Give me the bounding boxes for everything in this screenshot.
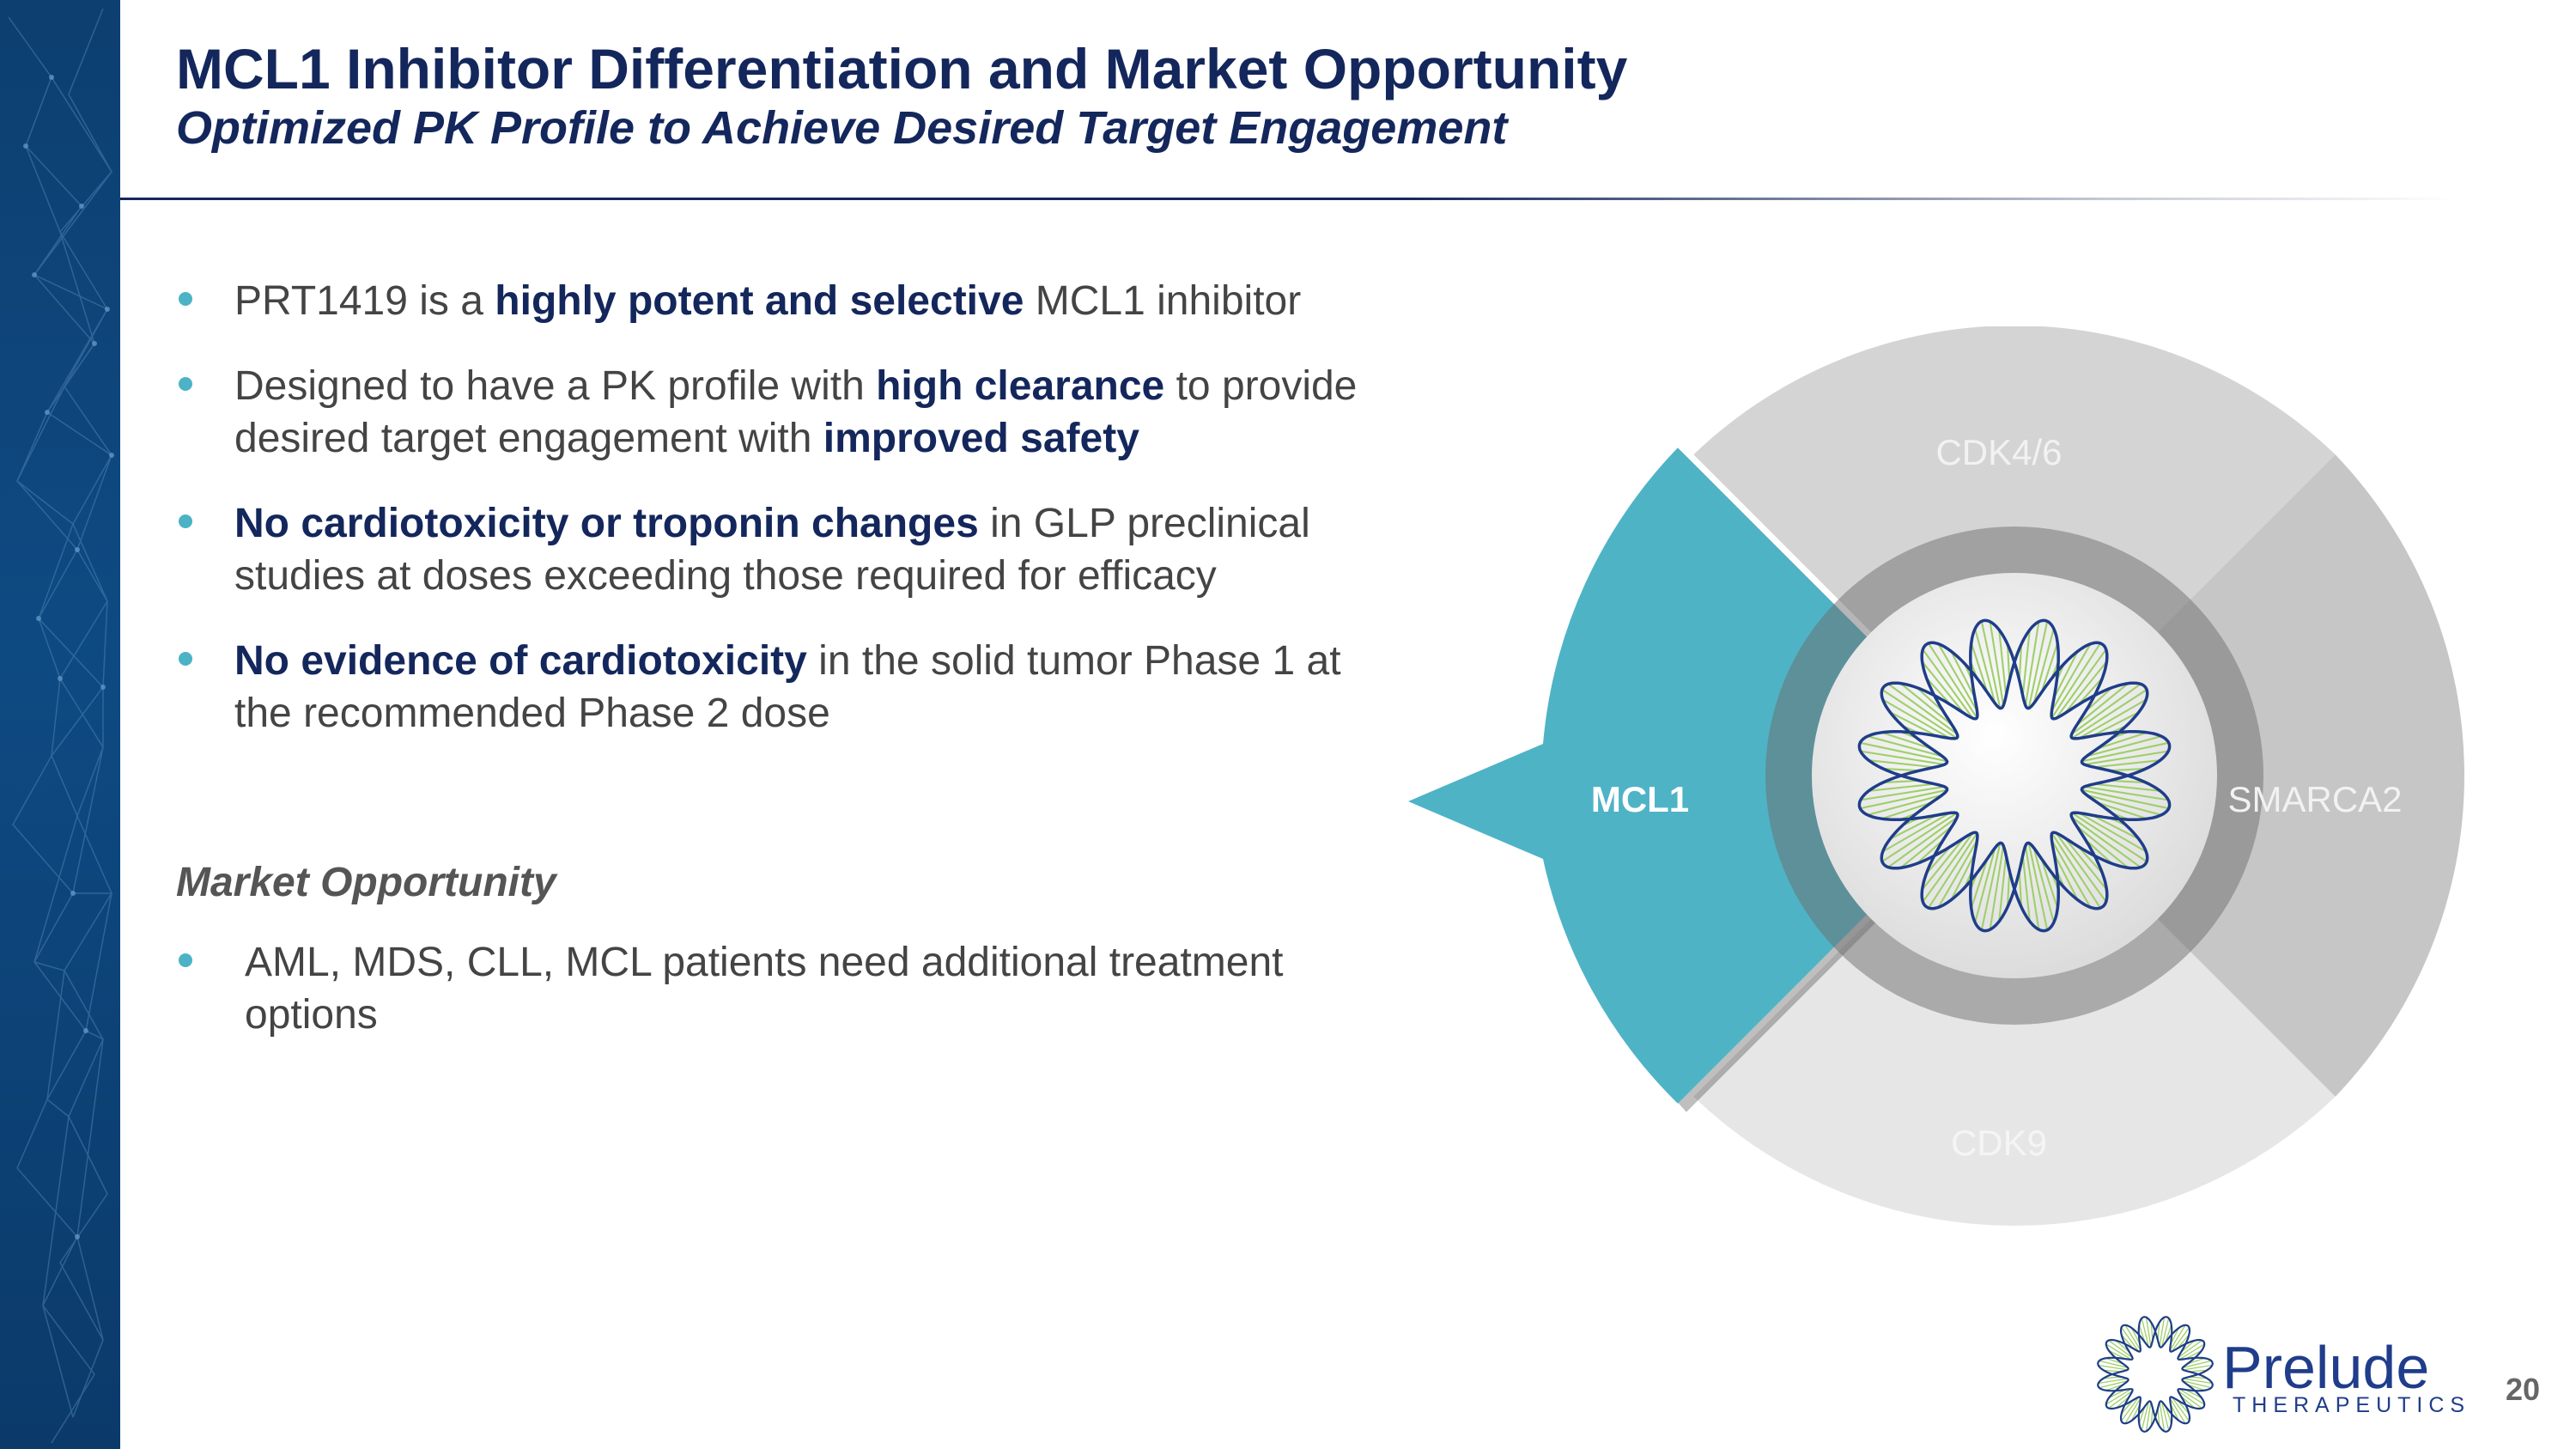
- bullet-run: Designed to have a PK profile with: [234, 363, 877, 409]
- segment-label-mcl1: MCL1: [1591, 779, 1689, 819]
- list-item: PRT1419 is a highly potent and selective…: [176, 275, 1395, 327]
- market-bullet-text: AML, MDS, CLL, MCL patients need additio…: [245, 940, 1284, 1038]
- list-item: No cardiotoxicity or troponin changes in…: [176, 497, 1395, 602]
- segment-label-cdk9: CDK9: [1951, 1123, 2047, 1163]
- prelude-logo-icon: [2097, 1316, 2214, 1433]
- bullet-text: Designed to have a PK profile with high …: [234, 360, 1395, 465]
- logo-subtitle: THERAPEUTICS: [2233, 1393, 2471, 1417]
- list-item: AML, MDS, CLL, MCL patients need additio…: [176, 936, 1395, 1041]
- bullet-text: No cardiotoxicity or troponin changes in…: [234, 497, 1395, 602]
- segment-label-smarca2: SMARCA2: [2227, 779, 2402, 819]
- bullet-dot-icon: [179, 514, 192, 528]
- market-opportunity-heading: Market Opportunity: [176, 860, 556, 905]
- logo-wordmark: Prelude: [2222, 1334, 2430, 1401]
- list-item: Designed to have a PK profile with high …: [176, 360, 1395, 465]
- market-bullet-list: AML, MDS, CLL, MCL patients need additio…: [176, 936, 1395, 1074]
- title-divider: [120, 198, 2456, 200]
- bullet-dot-icon: [179, 377, 192, 391]
- page-title: MCL1 Inhibitor Differentiation and Marke…: [176, 37, 1628, 100]
- bullet-dot-icon: [179, 652, 192, 666]
- sidebar-decoration: [0, 0, 120, 1449]
- bullet-emphasis: No cardiotoxicity or troponin changes: [234, 501, 979, 546]
- segment-label-cdk46: CDK4/6: [1935, 432, 2062, 472]
- bullet-run: MCL1 inhibitor: [1024, 278, 1302, 324]
- bullet-run: in GLP preclinical studies at doses exce…: [234, 501, 1310, 599]
- target-wheel-diagram: CDK4/6 SMARCA2 CDK9 MCL1: [1408, 326, 2473, 1293]
- bullet-text: PRT1419 is a highly potent and selective…: [234, 275, 1395, 327]
- page-subtitle: Optimized PK Profile to Achieve Desired …: [176, 102, 1508, 154]
- bullet-emphasis: highly potent and selective: [495, 278, 1024, 324]
- bullet-emphasis: No evidence of cardiotoxicity: [234, 638, 807, 684]
- segment-cdk46: [1693, 326, 2336, 639]
- bullet-emphasis: improved safety: [823, 416, 1139, 461]
- segment-mcl1: [1408, 447, 1877, 1104]
- bullet-emphasis: high clearance: [876, 363, 1165, 409]
- page-number: 20: [2506, 1372, 2541, 1407]
- inner-core: [1812, 573, 2217, 978]
- bullet-run: to provide desired target engagement wit…: [234, 363, 1358, 461]
- bullet-run: PRT1419 is a: [234, 278, 495, 324]
- segment-cdk9: [1693, 912, 2336, 1226]
- dna-ring-icon: [1857, 618, 2172, 933]
- bullet-dot-icon: [179, 953, 192, 967]
- segment-smarca2: [2151, 454, 2464, 1097]
- bullet-run: in the solid tumor Phase 1 at the recomm…: [234, 638, 1341, 736]
- list-item: No evidence of cardiotoxicity in the sol…: [176, 635, 1395, 740]
- bullet-list: PRT1419 is a highly potent and selective…: [176, 275, 1395, 772]
- bullet-text: No evidence of cardiotoxicity in the sol…: [234, 635, 1395, 740]
- bullet-dot-icon: [179, 292, 192, 306]
